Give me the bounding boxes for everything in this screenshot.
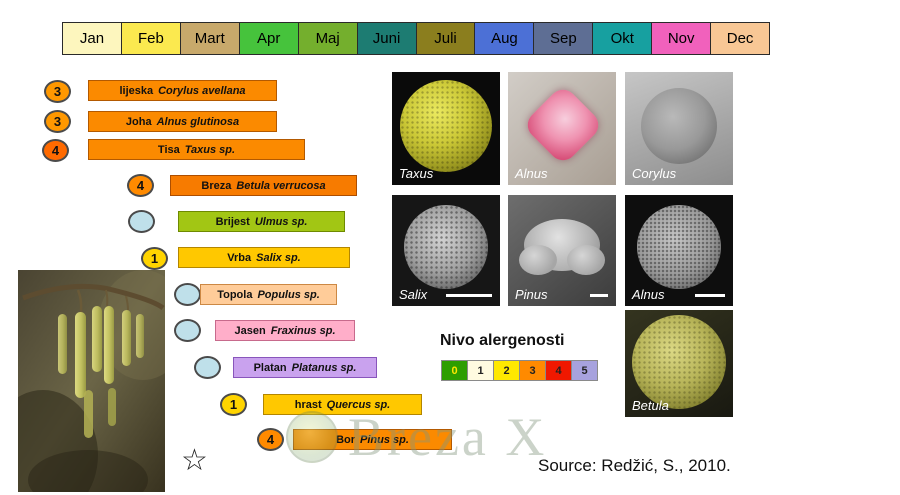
pollen-image-betula: Betula xyxy=(625,310,733,417)
pollen-image-alnus-stained: Alnus xyxy=(508,72,616,185)
corylus-pollen-grain xyxy=(641,88,717,164)
species-latin: Ulmus sp. xyxy=(254,215,308,228)
species-latin: Fraxinus sp. xyxy=(270,324,336,337)
species-name: Vrba xyxy=(227,251,252,264)
month-cell-okt: Okt xyxy=(592,22,653,55)
pollen-image-label: Alnus xyxy=(632,287,665,302)
species-latin: Populus sp. xyxy=(257,288,320,301)
scale-level-2: 2 xyxy=(493,360,520,381)
taxus-pollen-grain xyxy=(400,80,492,172)
scale-level-5: 5 xyxy=(571,360,598,381)
allergen-badge-tisa: 4 xyxy=(42,139,69,162)
pollen-image-label: Betula xyxy=(632,398,669,413)
scale-bar xyxy=(590,294,608,297)
pollen-image-taxus: Taxus xyxy=(392,72,500,185)
scale-level-4: 4 xyxy=(545,360,572,381)
species-latin: Salix sp. xyxy=(256,251,301,264)
species-latin: Platanus sp. xyxy=(291,361,357,374)
species-name: Joha xyxy=(125,115,152,128)
species-name: lijeska xyxy=(119,84,154,97)
species-latin: Quercus sp. xyxy=(326,398,391,411)
month-cell-aug: Aug xyxy=(474,22,535,55)
species-bar-breza: Breza Betula verrucosa xyxy=(170,175,357,196)
month-cell-jan: Jan xyxy=(62,22,122,55)
scale-bar xyxy=(695,294,725,297)
pollen-image-label: Alnus xyxy=(515,166,548,181)
species-bar-joha: Joha Alnus glutinosa xyxy=(88,111,277,132)
species-latin: Corylus avellana xyxy=(158,84,246,97)
species-name: Platan xyxy=(253,361,287,374)
allergen-badge-hrast: 1 xyxy=(220,393,247,416)
species-name: Topola xyxy=(217,288,253,301)
source-citation: Source: Redžić, S., 2010. xyxy=(538,456,731,475)
star-icon: ☆ xyxy=(181,444,208,477)
species-bar-vrba: Vrba Salix sp. xyxy=(178,247,350,268)
allergen-level-scale: 0 1 2 3 4 5 xyxy=(441,360,598,381)
species-name: Brijest xyxy=(215,215,250,228)
pollen-image-label: Corylus xyxy=(632,166,677,181)
species-bar-tisa: Tisa Taxus sp. xyxy=(88,139,305,160)
month-cell-maj: Maj xyxy=(297,22,358,55)
allergen-badge-jasen xyxy=(174,319,201,342)
month-cell-sep: Sep xyxy=(533,22,594,55)
legend-title: Nivo alergenosti xyxy=(440,332,565,349)
allergen-badge-joha: 3 xyxy=(44,110,71,133)
month-cell-feb: Feb xyxy=(120,22,181,55)
species-bar-bor: Bor Pinus sp. xyxy=(293,429,452,450)
pollen-image-salix: Salix xyxy=(392,195,500,306)
allergen-badge-topola xyxy=(174,283,201,306)
species-bar-hrast: hrast Quercus sp. xyxy=(263,394,422,415)
scale-level-3: 3 xyxy=(519,360,546,381)
species-name: Tisa xyxy=(157,143,180,156)
pollen-image-label: Salix xyxy=(399,287,428,302)
month-cell-nov: Nov xyxy=(651,22,712,55)
pinus-pollen-grain xyxy=(519,219,605,275)
species-name: hrast xyxy=(294,398,322,411)
allergen-badge-platan xyxy=(194,356,221,379)
scale-bar xyxy=(446,294,492,297)
species-name: Bor xyxy=(336,433,356,446)
allergen-badge-lijeska: 3 xyxy=(44,80,71,103)
species-latin: Betula verrucosa xyxy=(236,179,326,192)
hazel-catkins-photo xyxy=(18,270,165,492)
species-bar-platan: Platan Platanus sp. xyxy=(233,357,377,378)
pollen-image-corylus: Corylus xyxy=(625,72,733,185)
allergen-badge-vrba: 1 xyxy=(141,247,168,270)
species-bar-lijeska: lijeska Corylus avellana xyxy=(88,80,277,101)
salix-pollen-grain xyxy=(404,205,488,289)
species-bar-jasen: Jasen Fraxinus sp. xyxy=(215,320,355,341)
month-cell-dec: Dec xyxy=(710,22,771,55)
species-bar-brijest: Brijest Ulmus sp. xyxy=(178,211,345,232)
scale-level-0: 0 xyxy=(441,360,468,381)
alnus-sem-pollen-grain xyxy=(637,205,721,289)
species-latin: Pinus sp. xyxy=(360,433,409,446)
species-name: Jasen xyxy=(234,324,266,337)
pollen-image-pinus: Pinus xyxy=(508,195,616,306)
month-cell-juni: Juni xyxy=(356,22,417,55)
species-name: Breza xyxy=(201,179,232,192)
allergen-badge-brijest xyxy=(128,210,155,233)
allergen-badge-bor: 4 xyxy=(257,428,284,451)
allergen-badge-breza: 4 xyxy=(127,174,154,197)
species-latin: Taxus sp. xyxy=(184,143,236,156)
pollen-image-label: Pinus xyxy=(515,287,548,302)
species-bar-topola: Topola Populus sp. xyxy=(200,284,337,305)
species-latin: Alnus glutinosa xyxy=(156,115,240,128)
pollen-image-alnus-sem: Alnus xyxy=(625,195,733,306)
betula-pollen-grain xyxy=(632,315,726,409)
month-cell-mart: Mart xyxy=(179,22,240,55)
month-cell-juli: Juli xyxy=(415,22,476,55)
alnus-pollen-grain xyxy=(521,83,605,167)
pollen-image-label: Taxus xyxy=(399,166,434,181)
scale-level-1: 1 xyxy=(467,360,494,381)
month-cell-apr: Apr xyxy=(238,22,299,55)
month-bar: Jan Feb Mart Apr Maj Juni Juli Aug Sep O… xyxy=(62,22,771,55)
